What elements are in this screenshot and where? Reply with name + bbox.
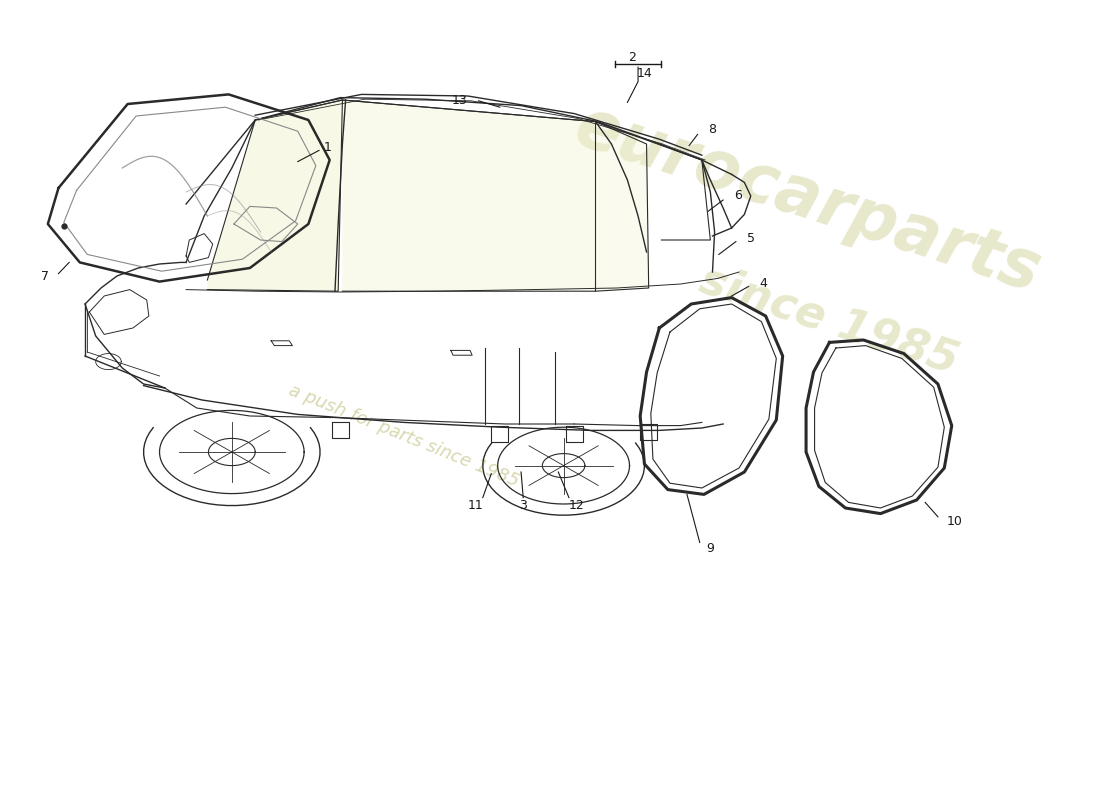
Polygon shape	[208, 100, 342, 291]
Text: 4: 4	[760, 277, 768, 290]
Text: a push for parts since 1985: a push for parts since 1985	[286, 382, 521, 490]
Text: 3: 3	[519, 499, 527, 512]
Polygon shape	[595, 122, 649, 291]
Text: eurocarparts: eurocarparts	[566, 94, 1049, 306]
Text: 13: 13	[451, 94, 468, 107]
Text: 14: 14	[637, 67, 652, 80]
Text: 1: 1	[323, 141, 331, 154]
Text: 10: 10	[947, 515, 962, 528]
Text: 2: 2	[628, 51, 636, 64]
Text: since 1985: since 1985	[695, 258, 965, 382]
Text: 9: 9	[706, 542, 714, 555]
Polygon shape	[342, 100, 595, 291]
Text: 12: 12	[569, 499, 584, 512]
Text: 5: 5	[747, 232, 755, 245]
Text: 7: 7	[41, 270, 48, 283]
Text: 11: 11	[468, 499, 483, 512]
Text: 6: 6	[734, 189, 741, 202]
Text: 8: 8	[708, 123, 716, 136]
